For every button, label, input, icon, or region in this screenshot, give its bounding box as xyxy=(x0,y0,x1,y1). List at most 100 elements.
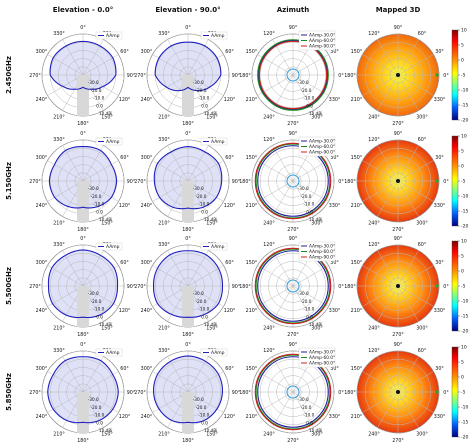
grid-spoke xyxy=(397,180,434,202)
radial-tick-label: -10.0 xyxy=(93,202,104,207)
radial-tick-label: -20.0 xyxy=(196,194,207,199)
radial-tick-label: 0.0 xyxy=(96,314,103,319)
angle-tick-label: 180° xyxy=(182,332,194,338)
azimuth-curve xyxy=(254,353,332,431)
angle-tick-label: 300° xyxy=(311,431,323,437)
radial-tick-label: -20.0 xyxy=(301,299,312,304)
colorbar-tick-label: 10 xyxy=(461,345,467,351)
row-label: 5.500GHz xyxy=(5,267,13,305)
grid-spoke xyxy=(362,160,399,182)
angle-tick-label: 210° xyxy=(351,414,363,420)
angle-tick-label: 210° xyxy=(53,114,65,120)
angle-tick-label: 120° xyxy=(368,242,380,248)
colorbar-tick-label: -10 xyxy=(461,88,468,94)
angle-tick-label: 90° xyxy=(127,73,136,79)
grid-spoke xyxy=(397,371,434,393)
angle-tick-label: 60° xyxy=(225,260,234,266)
angle-tick-label: 60° xyxy=(225,155,234,161)
radial-tick-label: -10.0 xyxy=(303,307,314,312)
angle-tick-label: 240° xyxy=(36,203,48,209)
grid-spoke xyxy=(377,145,399,182)
angle-tick-label: 180° xyxy=(182,438,194,444)
legend-box xyxy=(200,31,228,40)
angle-tick-label: 90° xyxy=(289,342,298,348)
angle-tick-label: 300° xyxy=(311,114,323,120)
angle-tick-label: 330° xyxy=(329,203,341,209)
azimuth-curve xyxy=(257,145,329,217)
grid-spoke xyxy=(152,371,189,393)
angle-tick-label: 90° xyxy=(232,73,241,79)
grid-spoke xyxy=(82,250,104,287)
angle-tick-label: 240° xyxy=(36,414,48,420)
angle-tick-label: 180° xyxy=(182,227,194,233)
grid-spoke xyxy=(82,356,104,393)
angle-tick-label: 270° xyxy=(287,438,299,444)
angle-tick-label: 300° xyxy=(36,366,48,372)
mask-wedge xyxy=(77,75,89,116)
angle-tick-label: 300° xyxy=(311,325,323,331)
legend-label: AAmp xyxy=(211,33,225,39)
legend-label: AAmp-90.0° xyxy=(309,150,335,156)
legend-box xyxy=(298,136,336,157)
angle-tick-label: 270° xyxy=(134,390,146,396)
radial-tick-label: 0.0 xyxy=(306,103,313,108)
radial-tick-label: 0.0 xyxy=(201,420,208,425)
grid-spoke xyxy=(47,265,84,287)
angle-tick-label: 240° xyxy=(368,431,380,437)
inner-circle xyxy=(286,385,300,399)
angle-tick-label: 300° xyxy=(141,260,153,266)
grid-spoke xyxy=(257,265,294,287)
angle-tick-label: 60° xyxy=(120,155,129,161)
angle-tick-label: 270° xyxy=(134,284,146,290)
angle-tick-label: 210° xyxy=(158,114,170,120)
angle-tick-label: 150° xyxy=(351,260,363,266)
pattern-line xyxy=(153,146,223,210)
colorbar-tick-label: -20 xyxy=(461,329,468,335)
angle-tick-label: 180° xyxy=(344,284,356,290)
angle-tick-label: 240° xyxy=(36,308,48,314)
angle-tick-label: 180° xyxy=(77,121,89,127)
legend-label: AAmp xyxy=(211,350,225,356)
mask-wedge xyxy=(182,75,194,116)
angle-tick-label: 300° xyxy=(416,325,428,331)
marker-dot xyxy=(435,73,439,77)
angle-tick-label: 240° xyxy=(368,114,380,120)
grid-spoke xyxy=(377,356,399,393)
angle-tick-label: 330° xyxy=(53,348,65,354)
grid-spoke xyxy=(62,145,84,182)
radial-tick-label: -30.0 xyxy=(88,397,99,402)
angle-tick-label: 120° xyxy=(119,97,131,103)
angle-tick-label: 150° xyxy=(101,220,113,226)
legend-label: AAmp xyxy=(106,350,120,356)
angle-tick-label: 30° xyxy=(435,49,444,55)
radial-tick-label: -30.0 xyxy=(88,291,99,296)
angle-tick-label: 90° xyxy=(289,131,298,137)
row-label: 5.150GHz xyxy=(5,162,13,200)
pattern-line xyxy=(152,355,224,424)
inner-circle xyxy=(286,68,300,82)
legend-label: AAmp-30.0° xyxy=(309,244,335,250)
radial-tick-label: -10.0 xyxy=(198,413,209,418)
angle-tick-label: 330° xyxy=(158,137,170,143)
legend-box xyxy=(95,31,123,40)
angle-tick-label: 180° xyxy=(77,332,89,338)
colorbar-tick-label: 0 xyxy=(461,164,464,170)
angle-tick-label: 150° xyxy=(351,366,363,372)
angle-tick-label: 90° xyxy=(232,284,241,290)
colorbar-tick-label: 5 xyxy=(461,43,464,49)
grid-spoke xyxy=(152,265,189,287)
angle-tick-label: 150° xyxy=(101,114,113,120)
angle-tick-label: 60° xyxy=(225,49,234,55)
elevation-panel: 0°30°60°90°120°150°180°210°240°270°300°3… xyxy=(29,236,135,338)
grid-spoke xyxy=(292,285,314,322)
angle-tick-label: 0° xyxy=(443,179,448,185)
angle-tick-label: 270° xyxy=(287,121,299,127)
radial-tick-label: -20.0 xyxy=(91,88,102,93)
angle-tick-label: 150° xyxy=(101,431,113,437)
colorbar-tick-label: 0 xyxy=(461,58,464,64)
angle-tick-label: 300° xyxy=(36,49,48,55)
colorbar-tick-label: -5 xyxy=(461,73,466,79)
angle-tick-label: 210° xyxy=(351,308,363,314)
angle-tick-label: 90° xyxy=(127,284,136,290)
angle-tick-label: 210° xyxy=(351,97,363,103)
